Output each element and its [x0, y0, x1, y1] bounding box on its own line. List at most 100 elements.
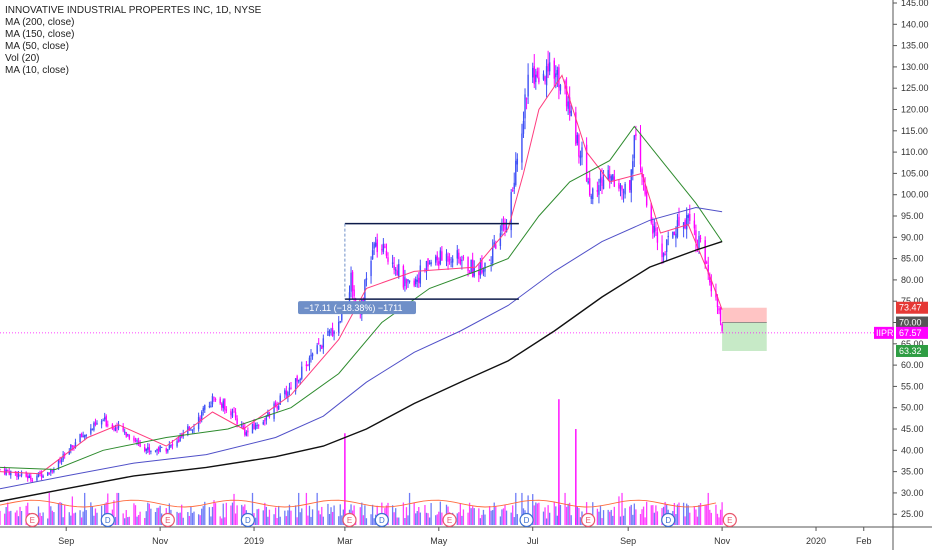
- candle-body: [706, 262, 708, 264]
- candle-body: [610, 176, 612, 182]
- candle-body: [316, 345, 318, 354]
- candle-body: [288, 387, 291, 391]
- price-axis: 25.00 30.00 35.00 40.00 45.00 50.00 55.00 60.00…: [893, 0, 929, 519]
- legend-ma200[interactable]: MA (200, close): [5, 17, 75, 28]
- candle-body: [224, 398, 226, 410]
- candle-body: [374, 242, 377, 247]
- candle-body: [308, 357, 311, 366]
- candle-body: [105, 415, 107, 427]
- candle-body: [428, 262, 431, 265]
- candle-body: [234, 412, 237, 418]
- candle-body: [333, 331, 335, 334]
- candle-body: [83, 435, 86, 438]
- candle-body: [676, 220, 679, 237]
- x-tick-label: 2019: [244, 536, 264, 546]
- candle-body: [612, 174, 614, 180]
- candle-body: [710, 280, 713, 292]
- candle-body: [585, 144, 588, 182]
- candle-body: [373, 243, 375, 249]
- candle-body: [171, 444, 174, 446]
- candle-body: [264, 420, 266, 422]
- candle-body: [73, 446, 75, 448]
- candle-body: [177, 439, 180, 443]
- candle-body: [276, 406, 278, 409]
- candle-body: [37, 472, 40, 477]
- candle-body: [652, 224, 654, 234]
- y-tick-label: 145.00: [901, 0, 929, 8]
- candle-body: [136, 440, 138, 442]
- candle-body: [204, 404, 206, 410]
- moving-averages: [0, 74, 723, 503]
- candle-body: [695, 230, 697, 244]
- candle-body: [418, 277, 420, 283]
- candle-body: [512, 189, 514, 191]
- ma200-line: [0, 240, 723, 503]
- candle-body: [391, 262, 394, 265]
- candle-body: [267, 412, 269, 416]
- candle-body: [693, 220, 696, 229]
- candle-body: [74, 442, 77, 448]
- candle-body: [176, 441, 178, 447]
- y-tick-label: 100.00: [901, 190, 929, 200]
- candle-body: [116, 427, 118, 429]
- candle-body: [299, 379, 301, 381]
- measure-box: [298, 301, 416, 315]
- x-tick-label: Mar: [337, 536, 353, 546]
- legend-ma150[interactable]: MA (150, close): [5, 29, 75, 40]
- candle-body: [297, 379, 300, 382]
- candle-body: [350, 272, 352, 292]
- candle-body: [522, 121, 525, 134]
- candle-body: [415, 279, 417, 285]
- candle-body: [53, 469, 55, 472]
- legend-ma10[interactable]: MA (10, close): [5, 65, 69, 76]
- candle-body: [424, 268, 426, 270]
- candle-body: [538, 77, 540, 83]
- candle-body: [405, 279, 408, 284]
- candle-body: [665, 239, 668, 252]
- candle-body: [62, 454, 64, 461]
- earnings-marker: [442, 512, 457, 528]
- candle-body: [182, 432, 184, 437]
- candle-body: [408, 280, 411, 282]
- candle-body: [296, 376, 298, 382]
- candle-body: [168, 445, 171, 449]
- y-tick-label: 105.00: [901, 168, 929, 178]
- candle-body: [704, 240, 706, 265]
- candle-body: [438, 261, 440, 266]
- candle-body: [644, 184, 646, 195]
- legend-ma50[interactable]: MA (50, close): [5, 41, 69, 52]
- candle-body: [245, 432, 248, 436]
- candle-body: [653, 225, 656, 233]
- candle-body: [470, 259, 472, 273]
- y-tick-label: 50.00: [901, 403, 924, 413]
- y-tick-label: 40.00: [901, 445, 924, 455]
- candle-body: [527, 74, 529, 97]
- candle-body: [221, 403, 223, 408]
- candle-body: [330, 329, 332, 331]
- chart-title: INNOVATIVE INDUSTRIAL PROPERTES INC, 1D,…: [5, 5, 262, 16]
- y-tick-label: 25.00: [901, 509, 924, 519]
- candle-body: [179, 436, 181, 441]
- candle-body: [598, 185, 600, 195]
- stop-price-badge: [896, 301, 928, 314]
- take-profit-zone: [722, 322, 767, 351]
- candle-body: [675, 233, 677, 239]
- candle-body: [338, 321, 340, 333]
- candle-body: [416, 279, 418, 282]
- candle-body: [144, 447, 146, 452]
- candle-body: [165, 448, 167, 452]
- target-price-badge-text: 63.32: [899, 346, 922, 356]
- y-tick-label: 120.00: [901, 105, 929, 115]
- candle-body: [284, 390, 286, 395]
- candle-body: [635, 133, 637, 137]
- candle-body: [36, 476, 38, 481]
- candle-body: [70, 444, 72, 451]
- candle-body: [419, 265, 422, 284]
- candle-body: [579, 155, 582, 159]
- y-tick-label: 90.00: [901, 232, 924, 242]
- event-marker-label: E: [585, 516, 590, 525]
- candle-body: [488, 259, 491, 261]
- legend-volume[interactable]: Vol (20): [5, 53, 40, 64]
